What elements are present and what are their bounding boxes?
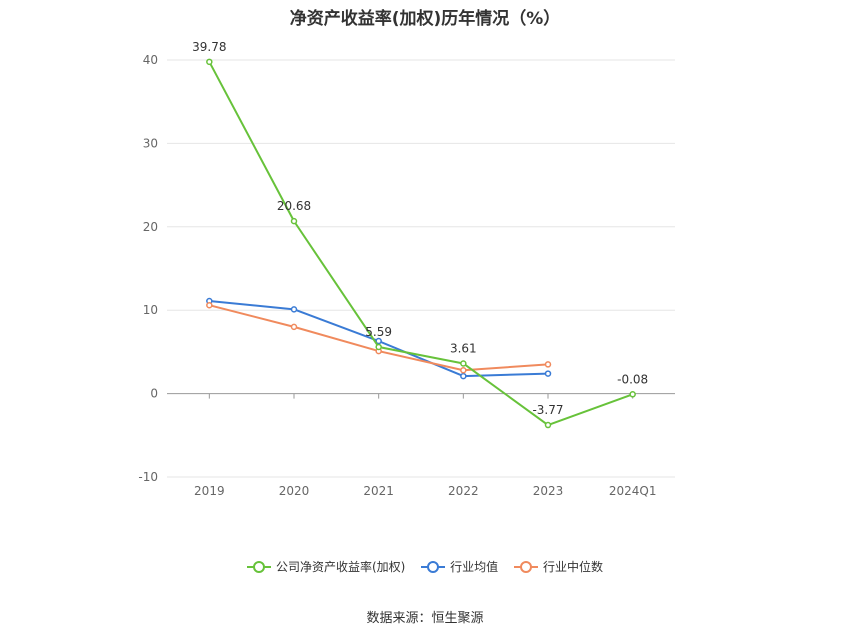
y-tick-label: 0 xyxy=(150,387,158,401)
y-tick-label: 10 xyxy=(143,303,158,317)
data-point xyxy=(460,372,467,380)
data-label: -0.08 xyxy=(617,372,648,386)
data-point xyxy=(544,421,552,429)
line-chart: -10 0 10 20 30 40 2019 2020 2021 2022 2023 2024Q1 39… xyxy=(138,40,675,498)
chart-title: 净资产收益率(加权)历年情况（%） xyxy=(289,9,561,29)
x-tick-label: 2021 xyxy=(363,484,394,498)
legend-label-company: 公司净资产收益率(加权) xyxy=(275,560,406,574)
data-point xyxy=(206,58,213,66)
legend-item-industry-median[interactable]: 行业中位数 xyxy=(514,558,603,575)
data-point xyxy=(290,217,298,225)
data-point xyxy=(629,391,636,398)
legend-swatch-company xyxy=(246,560,271,573)
y-tick-label: -10 xyxy=(138,470,158,484)
data-point xyxy=(290,306,298,313)
data-label: 39.78 xyxy=(192,40,226,54)
legend-swatch-industry-mean xyxy=(421,560,446,573)
x-tick-label: 2023 xyxy=(533,484,564,498)
legend-swatch-industry-median xyxy=(514,560,539,573)
y-tick-label: 20 xyxy=(143,220,158,234)
x-tick-label: 2024Q1 xyxy=(609,484,657,498)
data-source-note: 数据来源：恒生聚源 xyxy=(366,611,484,626)
data-point xyxy=(544,361,552,368)
legend-item-company[interactable]: 公司净资产收益率(加权) xyxy=(246,558,406,575)
data-label: 20.68 xyxy=(277,199,311,213)
data-point xyxy=(460,360,467,367)
data-label: -3.77 xyxy=(532,403,563,417)
x-tick-label: 2022 xyxy=(448,484,479,498)
x-tick-label: 2019 xyxy=(194,484,225,498)
legend-label-industry-median: 行业中位数 xyxy=(543,560,604,574)
data-point xyxy=(375,343,382,351)
data-point xyxy=(206,301,213,309)
y-tick-label: 40 xyxy=(143,53,158,67)
data-point xyxy=(544,370,552,377)
data-label: 3.61 xyxy=(450,341,477,355)
data-point xyxy=(375,337,382,345)
chart-legend: 公司净资产收益率(加权) 行业均值 行业中位数 xyxy=(0,558,850,576)
x-tick-label: 2020 xyxy=(279,484,310,498)
legend-item-industry-mean[interactable]: 行业均值 xyxy=(421,558,498,575)
data-point xyxy=(460,366,467,374)
data-point xyxy=(290,323,298,331)
legend-label-industry-mean: 行业均值 xyxy=(450,560,499,574)
series-line xyxy=(208,61,634,427)
y-tick-label: 30 xyxy=(143,136,158,150)
data-label: 5.59 xyxy=(365,325,392,339)
